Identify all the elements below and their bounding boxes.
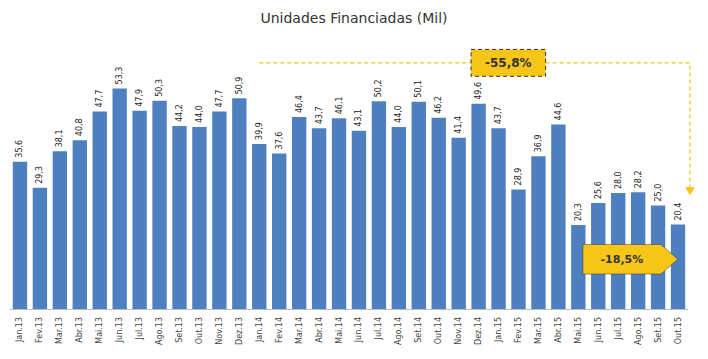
svg-text:39,9: 39,9 (255, 122, 264, 140)
svg-text:50,2: 50,2 (374, 79, 383, 97)
svg-text:Nov.13: Nov.13 (215, 317, 224, 345)
svg-text:Dez.13: Dez.13 (235, 317, 244, 345)
svg-text:Ago.13: Ago.13 (155, 317, 164, 345)
svg-text:25,6: 25,6 (594, 181, 603, 199)
svg-text:Mar.14: Mar.14 (295, 317, 304, 344)
svg-text:25,0: 25,0 (654, 184, 663, 202)
svg-text:47,7: 47,7 (215, 90, 224, 108)
svg-text:Set.15: Set.15 (654, 317, 663, 343)
svg-text:Dez.14: Dez.14 (474, 317, 483, 345)
svg-text:35,6: 35,6 (15, 140, 24, 158)
svg-text:44,0: 44,0 (394, 105, 403, 123)
svg-text:38,1: 38,1 (55, 130, 64, 148)
svg-text:44,6: 44,6 (554, 103, 563, 121)
svg-text:43,7: 43,7 (315, 106, 324, 124)
svg-text:44,2: 44,2 (175, 104, 184, 122)
svg-text:50,3: 50,3 (155, 79, 164, 97)
svg-text:46,4: 46,4 (295, 95, 304, 113)
svg-text:Ago.14: Ago.14 (394, 317, 403, 345)
svg-text:46,2: 46,2 (434, 96, 443, 114)
svg-text:28,2: 28,2 (634, 170, 643, 188)
svg-text:46,1: 46,1 (335, 96, 344, 114)
svg-text:Mai.14: Mai.14 (335, 317, 344, 344)
svg-text:Jun.13: Jun.13 (115, 317, 124, 343)
svg-text:Nov.14: Nov.14 (454, 317, 463, 345)
svg-text:43,7: 43,7 (494, 106, 503, 124)
svg-text:Fev.13: Fev.13 (35, 317, 44, 343)
svg-text:53,3: 53,3 (115, 67, 124, 85)
svg-text:-55,8%: -55,8% (485, 56, 532, 70)
svg-text:20,4: 20,4 (674, 203, 683, 221)
svg-text:-18,5%: -18,5% (601, 253, 644, 266)
svg-text:Fev.14: Fev.14 (275, 317, 284, 343)
svg-text:Abr.14: Abr.14 (315, 317, 324, 343)
svg-text:49,6: 49,6 (474, 82, 483, 100)
svg-text:Ago.15: Ago.15 (634, 317, 643, 345)
svg-text:Jul.15: Jul.15 (614, 317, 623, 340)
svg-text:Set.13: Set.13 (175, 317, 184, 343)
svg-text:28,9: 28,9 (514, 168, 523, 186)
svg-text:Mar.13: Mar.13 (55, 317, 64, 344)
svg-text:50,9: 50,9 (235, 77, 244, 95)
svg-text:47,9: 47,9 (135, 89, 144, 107)
svg-text:40,8: 40,8 (75, 118, 84, 136)
svg-text:37,6: 37,6 (275, 132, 284, 150)
svg-text:Mai.13: Mai.13 (95, 317, 104, 344)
svg-text:36,9: 36,9 (534, 134, 543, 152)
svg-text:29,3: 29,3 (35, 166, 44, 184)
svg-text:44,0: 44,0 (195, 105, 204, 123)
svg-text:43,1: 43,1 (354, 109, 363, 127)
svg-text:28,0: 28,0 (614, 171, 623, 189)
svg-text:Jan.15: Jan.15 (494, 317, 503, 343)
svg-text:Out.15: Out.15 (674, 317, 683, 344)
svg-text:Out.13: Out.13 (195, 317, 204, 344)
svg-text:20,3: 20,3 (574, 203, 583, 221)
svg-text:Set.14: Set.14 (414, 317, 423, 343)
svg-text:Jul.14: Jul.14 (374, 317, 383, 340)
svg-text:Abr.15: Abr.15 (554, 317, 563, 343)
svg-text:41,4: 41,4 (454, 116, 463, 134)
svg-text:Jan.14: Jan.14 (255, 317, 264, 343)
svg-text:Jul.13: Jul.13 (135, 317, 144, 340)
svg-text:Fev.15: Fev.15 (514, 317, 523, 343)
svg-text:Jun.14: Jun.14 (354, 317, 363, 343)
svg-text:47,7: 47,7 (95, 90, 104, 108)
svg-text:Abr.13: Abr.13 (75, 317, 84, 343)
svg-text:Mai.15: Mai.15 (574, 317, 583, 344)
svg-text:Jun.15: Jun.15 (594, 317, 603, 343)
svg-text:Out.14: Out.14 (434, 317, 443, 344)
svg-text:50,1: 50,1 (414, 80, 423, 98)
svg-text:Jan.13: Jan.13 (15, 317, 24, 343)
svg-text:Mar.15: Mar.15 (534, 317, 543, 344)
svg-text:Unidades Financiadas (Mil): Unidades Financiadas (Mil) (260, 10, 447, 26)
